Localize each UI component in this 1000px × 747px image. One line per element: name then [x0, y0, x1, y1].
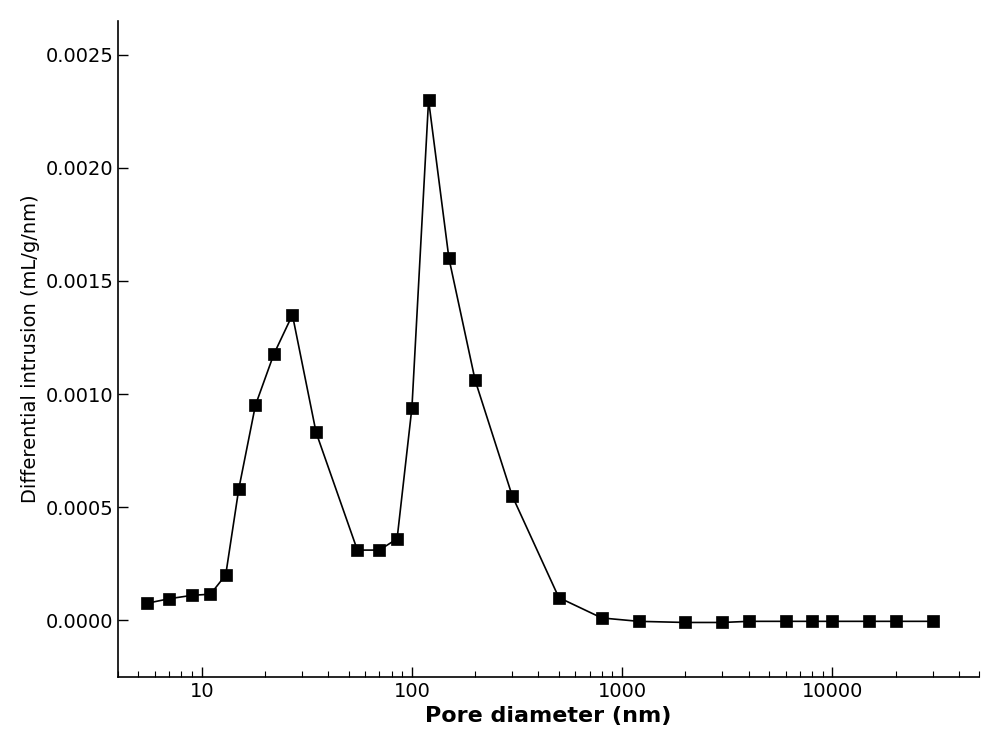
X-axis label: Pore diameter (nm): Pore diameter (nm) [425, 706, 672, 726]
Y-axis label: Differential intrusion (mL/g/nm): Differential intrusion (mL/g/nm) [21, 194, 40, 503]
